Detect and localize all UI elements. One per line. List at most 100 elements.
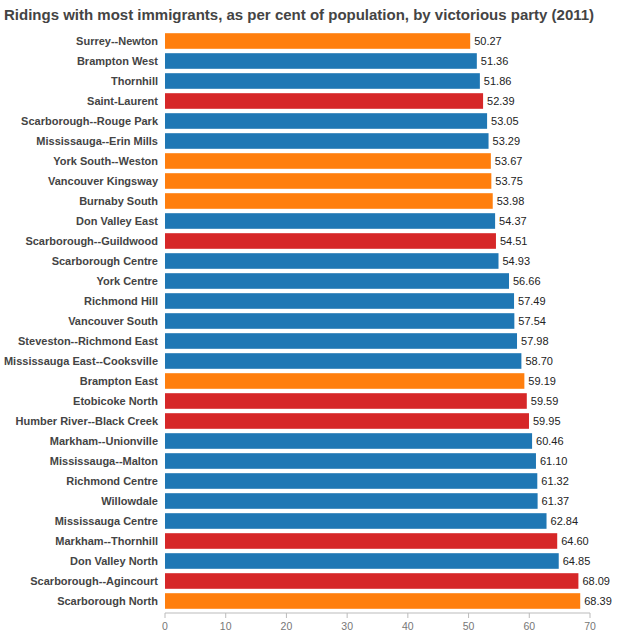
category-label: Surrey--Newton [76,35,158,47]
bar [165,473,537,489]
category-label: Burnaby South [79,195,158,207]
data-label: 64.85 [563,555,591,567]
data-label: 54.93 [503,255,531,267]
bar [165,373,524,389]
bar [165,533,557,549]
category-label: Vancouver South [68,315,158,327]
data-label: 59.95 [533,415,561,427]
category-label: Vancouver Kingsway [48,175,159,187]
title: Ridings with most immigrants, as per cen… [4,6,594,23]
category-label: Thornhill [111,75,158,87]
category-label: Scarborough North [57,595,158,607]
x-tick-label: 30 [341,620,353,632]
data-label: 61.37 [542,495,570,507]
category-label: Scarborough--Guildwood [25,235,158,247]
data-label: 61.10 [540,455,568,467]
category-label: York South--Weston [53,155,158,167]
category-label: Don Valley North [70,555,158,567]
bar [165,153,491,169]
x-tick [407,613,408,618]
data-label: 68.09 [582,575,610,587]
bar [165,233,496,249]
bar [165,493,538,509]
data-label: 58.70 [525,355,553,367]
chart: Ridings with most immigrants, as per cen… [0,0,644,642]
data-label: 60.46 [536,435,564,447]
data-label: 51.86 [484,75,512,87]
x-tick [347,613,348,618]
category-label: Steveston--Richmond East [18,335,158,347]
bar [165,593,580,609]
bar [165,393,527,409]
category-label: York Centre [96,275,158,287]
data-label: 61.32 [541,475,569,487]
data-label: 59.19 [528,375,556,387]
data-label: 53.98 [497,195,525,207]
data-label: 59.59 [531,395,559,407]
bar [165,573,578,589]
x-tick [468,613,469,618]
bar [165,453,536,469]
category-label: Mississauga--Malton [50,455,158,467]
data-label: 57.49 [518,295,546,307]
data-label: 53.05 [491,115,519,127]
data-label: 62.84 [551,515,579,527]
bar [165,553,559,569]
data-label: 64.60 [561,535,589,547]
x-tick-label: 70 [584,620,596,632]
bar [165,333,517,349]
category-label: Brampton East [80,375,159,387]
bar [165,33,470,49]
bar [165,213,495,229]
x-tick-label: 50 [463,620,475,632]
data-label: 53.75 [495,175,523,187]
data-label: 54.51 [500,235,528,247]
category-label: Brampton West [77,55,158,67]
x-tick [590,613,591,618]
bar [165,73,480,89]
category-label: Etobicoke North [73,395,158,407]
data-label: 53.67 [495,155,523,167]
bar [165,273,509,289]
bar [165,113,487,129]
bar [165,253,499,269]
bar [165,293,514,309]
bar [165,173,491,189]
category-label: Humber River--Black Creek [16,415,159,427]
category-label: Scarborough--Rouge Park [21,115,159,127]
bar [165,193,493,209]
data-label: 52.39 [487,95,515,107]
category-label: Richmond Centre [66,475,158,487]
category-label: Markham--Thornhill [55,535,158,547]
category-label: Richmond Hill [84,295,158,307]
x-tick-label: 0 [162,620,168,632]
data-label: 53.29 [493,135,521,147]
x-tick [225,613,226,618]
bar [165,133,489,149]
data-label: 54.37 [499,215,527,227]
x-tick-label: 60 [523,620,535,632]
bar [165,433,532,449]
data-label: 50.27 [474,35,502,47]
category-label: Scarborough--Agincourt [30,575,158,587]
category-label: Mississauga East--Cooksville [4,355,158,367]
category-label: Mississauga--Erin Mills [36,135,158,147]
x-tick [529,613,530,618]
x-tick-label: 20 [281,620,293,632]
data-label: 56.66 [513,275,541,287]
x-tick-label: 10 [220,620,232,632]
labels: Surrey--Newton 50.27 Brampton West 51.36 Tho… [4,35,612,607]
bar [165,413,529,429]
category-label: Willowdale [101,495,158,507]
bar [165,353,521,369]
category-label: Saint-Laurent [87,95,158,107]
data-label: 51.36 [481,55,509,67]
category-label: Mississauga Centre [55,515,158,527]
x-tick-label: 40 [402,620,414,632]
x-tick [165,613,166,618]
bar [165,93,483,109]
category-label: Don Valley East [76,215,158,227]
category-label: Markham--Unionville [50,435,158,447]
bar [165,513,547,529]
category-label: Scarborough Centre [52,255,158,267]
